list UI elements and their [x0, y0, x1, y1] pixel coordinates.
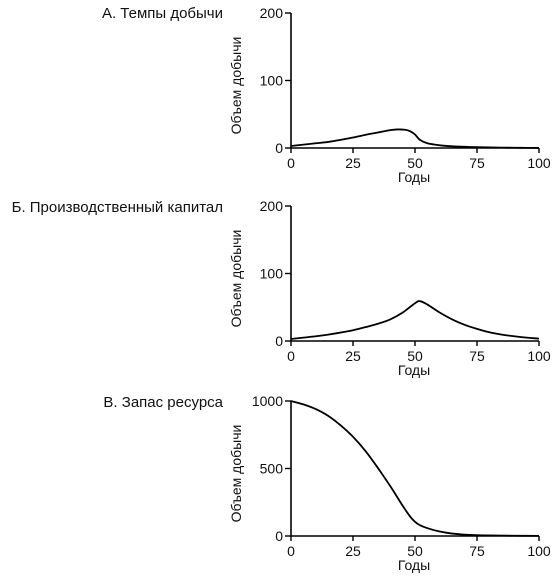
chart-1-series-line: [290, 128, 540, 149]
chart-2-y-tick-label: 100: [260, 266, 284, 282]
chart-2-x-tick-label: 75: [469, 348, 485, 364]
chart-3-y-tick-label: 500: [260, 461, 284, 477]
chart-3-x-tick-label: 0: [287, 543, 295, 559]
chart-1-y-axis-label: Объем добычи: [228, 37, 244, 135]
chart-1-x-axis-label: Годы: [398, 169, 430, 185]
chart-2-x-tick-label: 0: [287, 348, 295, 364]
chart-1-y-tick-label: 200: [260, 5, 284, 21]
chart-2-y-tick-label: 200: [260, 198, 284, 214]
chart-2-x-tick-label: 50: [407, 348, 423, 364]
chart-3-y-axis-label: Объем добычи: [228, 425, 244, 523]
chart-3-x-tick-label: 100: [527, 543, 551, 559]
chart-1-y-tick-label: 100: [260, 73, 284, 89]
chart-1-x-tick-label: 0: [287, 155, 295, 171]
chart-1-x-tick-label: 75: [469, 155, 485, 171]
chart-2-y-tick-label: 0: [275, 333, 283, 349]
chart-2-x-axis-label: Годы: [398, 362, 430, 378]
chart-3-y-tick-label: 0: [275, 528, 283, 544]
chart-1-x-tick-label: 25: [345, 155, 361, 171]
chart-2-x-tick-label: 25: [345, 348, 361, 364]
chart-1-x-tick-label: 100: [527, 155, 551, 171]
chart-2-series-line: [290, 300, 540, 340]
chart-3-x-axis-label: Годы: [398, 557, 430, 573]
chart-2-title: Б. Производственный капитал: [12, 199, 223, 216]
chart-3-x-tick-label: 25: [345, 543, 361, 559]
chart-1-title: А. Темпы добычи: [102, 5, 223, 22]
chart-3-series-line: [290, 400, 540, 537]
chart-1-x-tick-label: 50: [407, 155, 423, 171]
chart-2-y-axis-label: Объем добычи: [228, 230, 244, 328]
chart-3-title: В. Запас ресурса: [103, 394, 223, 411]
chart-1-y-tick-label: 0: [275, 140, 283, 156]
chart-3-y-tick-label: 1000: [252, 393, 283, 409]
chart-3-x-tick-label: 50: [407, 543, 423, 559]
chart-3-x-tick-label: 75: [469, 543, 485, 559]
chart-2-x-tick-label: 100: [527, 348, 551, 364]
